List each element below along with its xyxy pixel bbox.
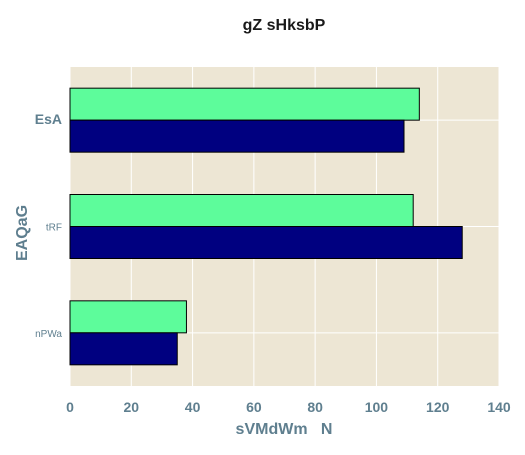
y-axis-ticks: EsA tRF nPWa [35,111,63,340]
bars [69,87,463,366]
x-axis-label: sVMdWm N [236,421,333,438]
x-tick-label: 40 [185,399,201,415]
bar [69,332,178,366]
bar [69,226,463,259]
y-tick-label: nPWa [35,329,62,340]
x-tick-label: 140 [487,399,511,415]
x-tick-label: 60 [246,399,262,415]
y-axis-label: EAQaG [14,205,31,261]
bar [69,194,414,227]
x-tick-label: 80 [307,399,323,415]
bar [69,300,187,334]
y-tick-label: EsA [35,111,62,127]
chart-title: gZ sHksbP [243,17,326,34]
x-tick-label: 20 [123,399,139,415]
x-tick-label: 0 [66,399,74,415]
y-tick-label: tRF [46,223,62,234]
bar [69,87,420,121]
x-axis-ticks: 0 20 40 60 80 100 120 140 [66,399,511,415]
x-tick-label: 120 [426,399,450,415]
x-tick-label: 100 [365,399,389,415]
bar [69,119,405,153]
